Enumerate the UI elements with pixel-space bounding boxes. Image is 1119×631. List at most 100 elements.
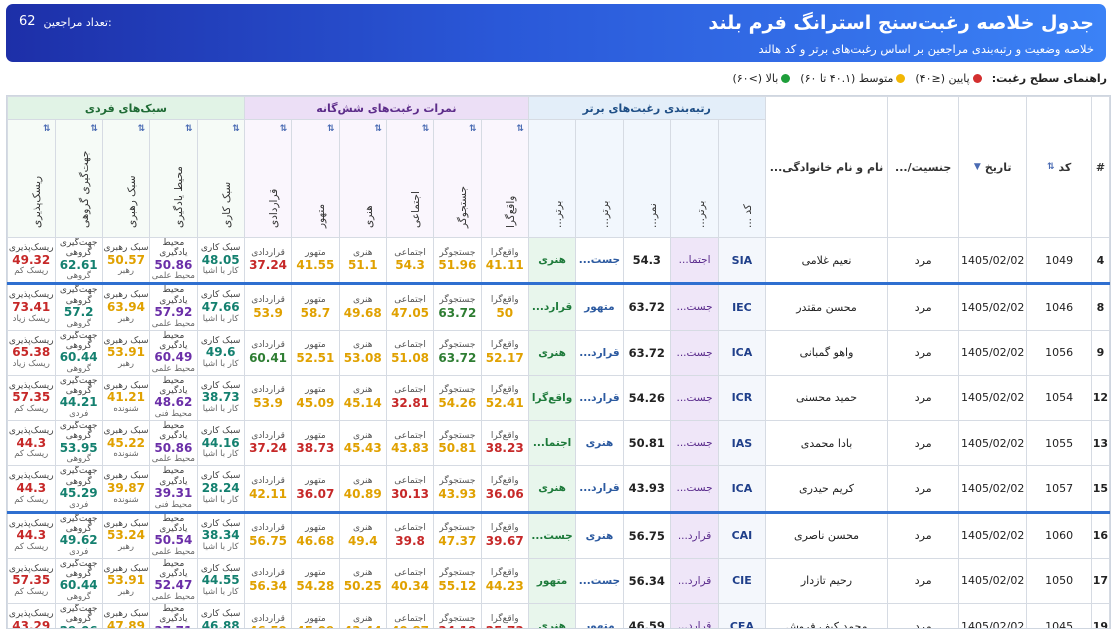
col-style-1[interactable]: ⇅ محیط یادگیری (149, 119, 198, 238)
client-name: حمید محسنی (764, 374, 889, 422)
sort-icon[interactable]: ⇅ (1047, 162, 1055, 172)
style-value: 57.35 (12, 390, 51, 405)
col-score-1[interactable]: ⇅ جستجوگر (433, 119, 482, 238)
col-style-0[interactable]: ⇅ سبک کاری (196, 119, 245, 238)
col-date-header[interactable]: تاریخ ▼ (957, 96, 1028, 238)
sort-icon[interactable]: ⇅ (469, 124, 477, 134)
top-interest-3: متهور (527, 557, 577, 605)
col-score-0[interactable]: ⇅ واقع‌گرا (480, 119, 529, 238)
style-score: سبک رهبری 41.21 شنونده (101, 374, 151, 422)
style-label: ریسک‌پذیری (8, 335, 54, 346)
style-value: 50.86 (154, 440, 193, 455)
col-code-header[interactable]: کد ⇅ (1026, 96, 1092, 238)
sort-icon[interactable]: ⇅ (232, 124, 240, 134)
col-top-4[interactable]: برتر... (527, 119, 577, 238)
table-row[interactable]: 9 1056 1405/02/02 مرد واهو گمبانی ICA جست... 63… (7, 329, 1110, 376)
top-interest-2: متهور (575, 602, 624, 628)
table-row[interactable]: 4 1049 1405/02/02 مرد نعیم غلامی SIA اجتما... 5… (7, 236, 1110, 285)
column-label: نمر... (646, 203, 659, 228)
score-label: واقع‌گرا (490, 294, 519, 305)
interest-level-legend: راهنمای سطح رغبت: پایین (≤۴۰) متوسط (۴۰.… (732, 72, 1107, 85)
table-row[interactable]: 17 1050 1405/02/02 مرد رحیم تازدار CIE قرارد..… (7, 557, 1110, 605)
table-row[interactable]: 8 1046 1405/02/02 مرد محسن مقتدر IEC جست... 63.… (7, 282, 1110, 331)
score-label: جستجوگر (439, 340, 476, 351)
sort-icon[interactable]: ⇅ (516, 124, 524, 134)
score-value: 45.43 (343, 441, 382, 456)
top-interest-2: جست... (575, 236, 624, 285)
sort-icon[interactable]: ⇅ (327, 124, 335, 134)
style-score: جهت‌گیری گروهی 44.21 فردی (54, 374, 103, 422)
style-value: 46.88 (201, 618, 240, 629)
table-row[interactable]: 19 1045 1405/02/02 مرد محمد کیف فروش CEA قرارد… (7, 602, 1110, 629)
sort-icon[interactable]: ⇅ (421, 124, 430, 134)
score-value: 38.23 (485, 441, 524, 456)
top-interest-1: جست... (669, 374, 720, 422)
col-top-1[interactable]: برتر... (669, 119, 720, 238)
table-row[interactable]: 15 1057 1405/02/02 مرد کریم حیدری ICA جست... 43… (7, 465, 1110, 513)
summary-table-container[interactable]: # کد ⇅ تاریخ ▼ جنسیت/... نام و نام خانوادگ… (6, 95, 1111, 629)
score-label: جستجوگر (439, 523, 476, 534)
style-desc: کار با اشیا (202, 541, 239, 552)
interest-score: هنری 45.43 (338, 419, 387, 467)
style-value: 53.24 (107, 528, 145, 543)
sort-icon[interactable]: ⇅ (137, 124, 146, 134)
col-score-2[interactable]: ⇅ اجتماعی (385, 119, 435, 238)
sort-desc-icon[interactable]: ▼ (973, 162, 981, 172)
col-style-4[interactable]: ⇅ ریسک‌پذیری (7, 119, 56, 238)
col-style-2[interactable]: ⇅ سبک رهبری (101, 119, 151, 238)
score-label: قراردادی (251, 294, 285, 305)
col-top-0[interactable]: کد ... (718, 119, 766, 238)
sort-icon[interactable]: ⇅ (184, 124, 193, 134)
col-score-4[interactable]: ⇅ متهور (291, 119, 340, 238)
col-top-2[interactable]: نمر... (622, 119, 671, 238)
top-interest-2: قرارد... (575, 374, 624, 422)
style-desc: شنونده (113, 449, 139, 460)
client-id: 1056 (1026, 329, 1092, 376)
legend-low: پایین (≤۴۰) (915, 72, 982, 85)
col-style-3[interactable]: ⇅ جهت‌گیری گروهی (54, 119, 103, 238)
score-label: اجتماعی (394, 475, 426, 486)
sort-icon[interactable]: ⇅ (42, 124, 51, 134)
style-label: محیط یادگیری (159, 421, 188, 442)
interest-score: اجتماعی 40.34 (385, 557, 435, 605)
table-row[interactable]: 12 1054 1405/02/02 مرد حمید محسنی ICR جست... 54… (7, 374, 1110, 422)
interest-score: قراردادی 53.9 (243, 374, 293, 422)
interest-score: قراردادی 53.9 (243, 282, 293, 331)
table-row[interactable]: 16 1060 1405/02/02 مرد محسن ناصری CAI قرارد...… (7, 510, 1110, 559)
col-score-5[interactable]: ⇅ قراردادی (243, 119, 293, 238)
style-label: ریسک‌پذیری (8, 518, 54, 529)
yellow-dot-icon (896, 74, 906, 83)
top-interest-2: قرارد... (575, 329, 624, 376)
client-id: 1046 (1026, 282, 1092, 331)
score-value: 39.8 (395, 533, 425, 548)
col-gender-header[interactable]: جنسیت/... (887, 96, 959, 238)
score-label: متهور (305, 385, 326, 396)
col-name-header[interactable]: نام و نام خانوادگی... (764, 96, 889, 238)
style-value: 65.38 (12, 345, 51, 360)
interest-score: جستجوگر 63.72 (433, 329, 482, 376)
style-value: 48.05 (201, 252, 240, 267)
table-row[interactable]: 13 1055 1405/02/02 مرد بادا محمدی IAS جست... 50… (7, 419, 1110, 467)
style-value: 60.44 (59, 578, 98, 593)
sort-icon[interactable]: ⇅ (90, 124, 98, 134)
sort-icon[interactable]: ⇅ (374, 124, 382, 134)
row-number: 4 (1090, 236, 1110, 285)
score-value: 63.72 (438, 305, 477, 320)
top-interest-3: هنری (527, 465, 577, 513)
score-value: 50 (496, 305, 514, 320)
style-value: 43.29 (12, 618, 51, 629)
style-score: سبک کاری 38.34 کار با اشیا (196, 510, 245, 559)
top-score: 56.34 (622, 557, 671, 605)
sort-icon[interactable]: ⇅ (279, 124, 288, 134)
col-score-3[interactable]: ⇅ هنری (338, 119, 387, 238)
col-top-3[interactable]: برتر... (575, 119, 624, 238)
style-score: ریسک‌پذیری 44.3 ریسک کم (7, 510, 56, 559)
style-value: 29.06 (56, 624, 101, 628)
top-interest-1: جست... (669, 282, 720, 331)
score-value: 58.7 (300, 305, 331, 320)
style-value: 39.87 (107, 480, 145, 495)
style-score: سبک رهبری 39.87 شنونده (101, 465, 151, 513)
gender: مرد (887, 282, 959, 331)
style-label: محیط یادگیری (159, 513, 188, 534)
